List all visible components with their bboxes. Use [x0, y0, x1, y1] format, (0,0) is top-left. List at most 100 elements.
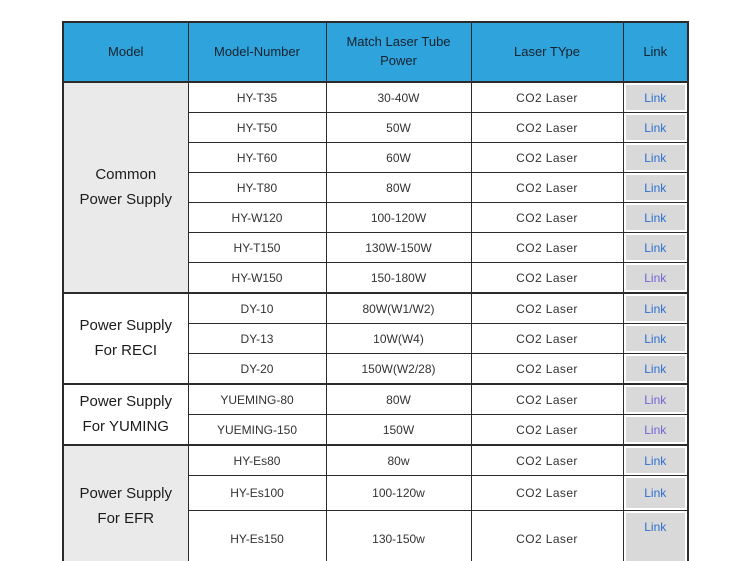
model-group-line2: Power Supply: [79, 190, 173, 208]
link[interactable]: Link: [644, 520, 667, 534]
cell-link: Link: [622, 262, 689, 294]
table-row: DY-13 10W(W4) CO2 Laser Link: [63, 323, 689, 354]
col-header-laser-type: Laser TYpe: [470, 21, 624, 83]
cell-link: Link: [622, 353, 689, 385]
cell-laser-type: CO2 Laser: [470, 383, 624, 415]
cell-power: 10W(W4): [325, 323, 472, 354]
table-row: DY-20 150W(W2/28) CO2 Laser Link: [63, 353, 689, 385]
cell-power: 100-120W: [325, 202, 472, 233]
cell-link: Link: [622, 292, 689, 324]
cell-model-group-efr: Power Supply For EFR: [62, 444, 189, 561]
cell-model-number: HY-Es150: [187, 510, 327, 561]
cell-model-number: HY-Es80: [187, 444, 327, 476]
link[interactable]: Link: [644, 90, 667, 105]
cell-link: Link: [622, 444, 689, 476]
col-header-model: Model: [62, 21, 189, 83]
cell-model-number: HY-T35: [187, 81, 327, 113]
cell-power: 130W-150W: [325, 232, 472, 263]
table-row: HY-T50 50W CO2 Laser Link: [63, 112, 689, 143]
link[interactable]: Link: [644, 453, 667, 468]
cell-laser-type: CO2 Laser: [470, 112, 624, 143]
cell-power: 30-40W: [325, 81, 472, 113]
model-group-line2: For RECI: [94, 341, 157, 359]
cell-power: 150-180W: [325, 262, 472, 294]
model-group-line1: Common: [95, 165, 157, 183]
link[interactable]: Link: [644, 486, 667, 500]
cell-link: Link: [622, 81, 689, 113]
cell-model-number: YUEMING-80: [187, 383, 327, 415]
cell-power: 80W(W1/W2): [325, 292, 472, 324]
link[interactable]: Link: [644, 361, 667, 376]
model-group-line1: Power Supply: [79, 484, 173, 502]
cell-model-group-yuming: Power Supply For YUMING: [62, 383, 189, 446]
cell-laser-type: CO2 Laser: [470, 323, 624, 354]
col-header-match-power: Match Laser Tube Power: [325, 21, 472, 83]
cell-power: 80W: [325, 172, 472, 203]
cell-model-group-reci: Power Supply For RECI: [62, 292, 189, 385]
table-row: HY-T60 60W CO2 Laser Link: [63, 142, 689, 173]
col-header-link: Link: [622, 21, 689, 83]
table-row: Power Supply For EFR HY-Es80 80w CO2 Las…: [62, 444, 689, 561]
cell-laser-type: CO2 Laser: [470, 81, 624, 113]
cell-link: Link: [622, 323, 689, 354]
table-row: Power Supply For YUMING YUEMING-80 80W C…: [62, 383, 689, 446]
cell-power: 80w: [325, 444, 472, 476]
link[interactable]: Link: [644, 270, 667, 285]
cell-laser-type: CO2 Laser: [470, 353, 624, 385]
cell-link: Link: [622, 142, 689, 173]
cell-laser-type: CO2 Laser: [470, 262, 624, 294]
cell-power: 150W: [325, 414, 472, 446]
link[interactable]: Link: [644, 210, 667, 225]
cell-laser-type: CO2 Laser: [470, 232, 624, 263]
cell-model-number: DY-13: [187, 323, 327, 354]
cell-link: Link: [622, 510, 689, 561]
cell-power: 60W: [325, 142, 472, 173]
cell-model-number: DY-20: [187, 353, 327, 385]
model-group-line1: Power Supply: [79, 392, 173, 410]
table-row: Power Supply For RECI DY-10 80W(W1/W2) C…: [62, 292, 689, 385]
link[interactable]: Link: [644, 180, 667, 195]
cell-model-number: DY-10: [187, 292, 327, 324]
table-row: Common Power Supply HY-T35 30-40W CO2 La…: [62, 81, 689, 294]
cell-model-number: HY-T80: [187, 172, 327, 203]
cell-model-number: HY-W120: [187, 202, 327, 233]
cell-laser-type: CO2 Laser: [470, 142, 624, 173]
header-row: Model Model-Number Match Laser Tube Powe…: [62, 21, 689, 83]
cell-link: Link: [622, 475, 689, 511]
table-row: YUEMING-150 150W CO2 Laser Link: [63, 414, 689, 446]
cell-link: Link: [622, 232, 689, 263]
cell-laser-type: CO2 Laser: [470, 414, 624, 446]
cell-model-number: HY-T60: [187, 142, 327, 173]
link[interactable]: Link: [644, 150, 667, 165]
cell-laser-type: CO2 Laser: [470, 202, 624, 233]
cell-link: Link: [622, 172, 689, 203]
cell-model-group-common: Common Power Supply: [62, 81, 189, 294]
cell-power: 100-120w: [325, 475, 472, 511]
link[interactable]: Link: [644, 301, 667, 316]
cell-power: 50W: [325, 112, 472, 143]
cell-laser-type: CO2 Laser: [470, 444, 624, 476]
link[interactable]: Link: [644, 392, 667, 407]
link[interactable]: Link: [644, 120, 667, 135]
cell-model-number: HY-T150: [187, 232, 327, 263]
table-row: HY-T150 130W-150W CO2 Laser Link: [63, 232, 689, 263]
cell-laser-type: CO2 Laser: [470, 510, 624, 561]
cell-link: Link: [622, 414, 689, 446]
model-group-line2: For EFR: [97, 509, 155, 527]
link[interactable]: Link: [644, 422, 667, 437]
model-group-line1: Power Supply: [79, 316, 173, 334]
link[interactable]: Link: [644, 240, 667, 255]
link[interactable]: Link: [644, 331, 667, 346]
table-row: HY-W120 100-120W CO2 Laser Link: [63, 202, 689, 233]
cell-model-number: HY-W150: [187, 262, 327, 294]
col-header-model-number: Model-Number: [187, 21, 327, 83]
table-row: HY-T80 80W CO2 Laser Link: [63, 172, 689, 203]
cell-power: 150W(W2/28): [325, 353, 472, 385]
cell-laser-type: CO2 Laser: [470, 292, 624, 324]
cell-model-number: HY-Es100: [187, 475, 327, 511]
cell-model-number: HY-T50: [187, 112, 327, 143]
cell-link: Link: [622, 202, 689, 233]
table-row: HY-Es150 130-150w CO2 Laser Link: [63, 510, 689, 561]
power-supply-table: Model Model-Number Match Laser Tube Powe…: [62, 21, 689, 561]
